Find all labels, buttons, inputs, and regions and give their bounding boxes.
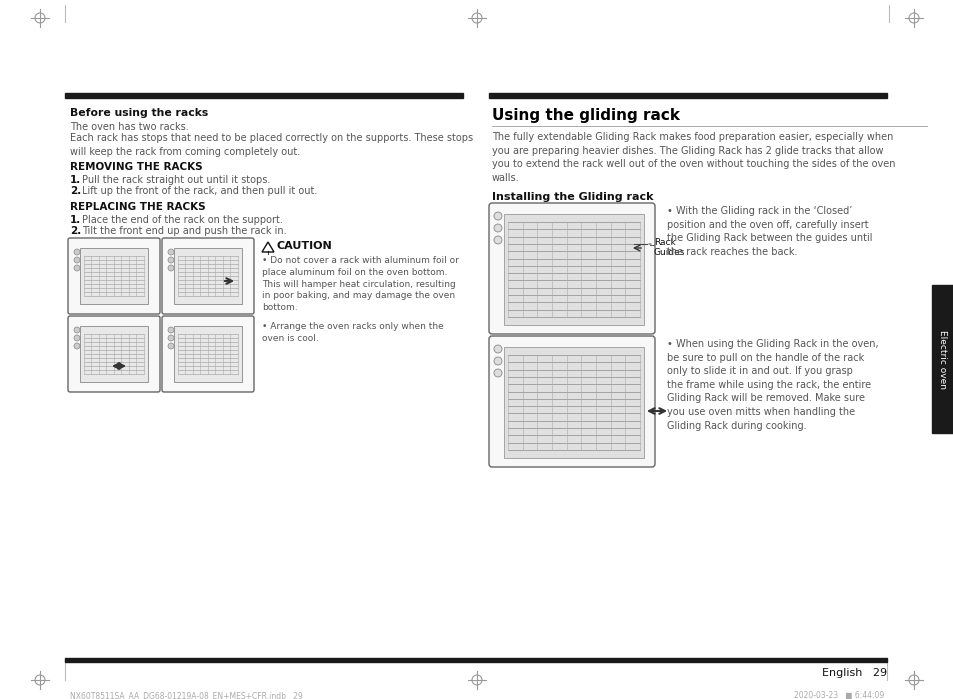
Text: 2020-03-23   ■ 6:44:09: 2020-03-23 ■ 6:44:09 xyxy=(793,691,883,699)
Circle shape xyxy=(74,327,80,333)
FancyBboxPatch shape xyxy=(162,238,253,314)
Text: The fully extendable Gliding Rack makes food preparation easier, especially when: The fully extendable Gliding Rack makes … xyxy=(492,132,895,183)
Text: Tilt the front end up and push the rack in.: Tilt the front end up and push the rack … xyxy=(82,226,286,236)
Circle shape xyxy=(494,357,501,365)
Text: Electric oven: Electric oven xyxy=(938,329,946,389)
Text: !: ! xyxy=(266,251,269,256)
Text: • Arrange the oven racks only when the
oven is cool.: • Arrange the oven racks only when the o… xyxy=(262,322,443,343)
Bar xyxy=(65,658,886,662)
Circle shape xyxy=(74,249,80,255)
Circle shape xyxy=(168,343,173,349)
Text: 2.: 2. xyxy=(70,186,81,196)
Text: Using the gliding rack: Using the gliding rack xyxy=(492,108,679,123)
Bar xyxy=(80,248,148,304)
Circle shape xyxy=(168,249,173,255)
Bar xyxy=(503,214,643,325)
Text: REPLACING THE RACKS: REPLACING THE RACKS xyxy=(70,202,206,212)
Text: CAUTION: CAUTION xyxy=(276,241,333,251)
Circle shape xyxy=(74,335,80,341)
Circle shape xyxy=(494,236,501,244)
Text: Rack
Guides: Rack Guides xyxy=(654,238,684,257)
Text: Installing the Gliding rack: Installing the Gliding rack xyxy=(492,192,653,202)
Bar xyxy=(503,347,643,458)
Text: NX60T8511SA_AA_DG68-01219A-08_EN+MES+CFR.indb   29: NX60T8511SA_AA_DG68-01219A-08_EN+MES+CFR… xyxy=(70,691,302,699)
Text: Place the end of the rack on the support.: Place the end of the rack on the support… xyxy=(82,215,283,225)
Text: Pull the rack straight out until it stops.: Pull the rack straight out until it stop… xyxy=(82,175,270,185)
Text: 1.: 1. xyxy=(70,175,81,185)
Text: Lift up the front of the rack, and then pull it out.: Lift up the front of the rack, and then … xyxy=(82,186,317,196)
Bar xyxy=(489,93,886,98)
FancyBboxPatch shape xyxy=(489,336,655,467)
Text: Before using the racks: Before using the racks xyxy=(70,108,208,118)
Bar xyxy=(931,285,953,433)
Text: REMOVING THE RACKS: REMOVING THE RACKS xyxy=(70,162,202,172)
Text: Each rack has stops that need to be placed correctly on the supports. These stop: Each rack has stops that need to be plac… xyxy=(70,133,473,157)
Circle shape xyxy=(494,345,501,353)
Text: • Do not cover a rack with aluminum foil or
place aluminum foil on the oven bott: • Do not cover a rack with aluminum foil… xyxy=(262,256,458,312)
Text: The oven has two racks.: The oven has two racks. xyxy=(70,122,189,132)
Circle shape xyxy=(168,257,173,263)
Bar xyxy=(173,326,242,382)
FancyBboxPatch shape xyxy=(68,238,160,314)
Bar xyxy=(65,93,462,98)
Circle shape xyxy=(168,335,173,341)
Bar xyxy=(80,326,148,382)
Polygon shape xyxy=(262,242,274,252)
FancyBboxPatch shape xyxy=(489,203,655,334)
Text: English   29: English 29 xyxy=(821,668,886,678)
Bar xyxy=(173,248,242,304)
Text: • When using the Gliding Rack in the oven,
be sure to pull on the handle of the : • When using the Gliding Rack in the ove… xyxy=(666,339,878,431)
Circle shape xyxy=(168,327,173,333)
FancyBboxPatch shape xyxy=(68,316,160,392)
FancyBboxPatch shape xyxy=(162,316,253,392)
Text: 1.: 1. xyxy=(70,215,81,225)
Text: 2.: 2. xyxy=(70,226,81,236)
Circle shape xyxy=(74,257,80,263)
Circle shape xyxy=(168,265,173,271)
Circle shape xyxy=(494,212,501,220)
Circle shape xyxy=(74,343,80,349)
Circle shape xyxy=(494,369,501,377)
Text: • With the Gliding rack in the ‘Closed’
position and the oven off, carefully ins: • With the Gliding rack in the ‘Closed’ … xyxy=(666,206,872,257)
Circle shape xyxy=(494,224,501,232)
Circle shape xyxy=(74,265,80,271)
